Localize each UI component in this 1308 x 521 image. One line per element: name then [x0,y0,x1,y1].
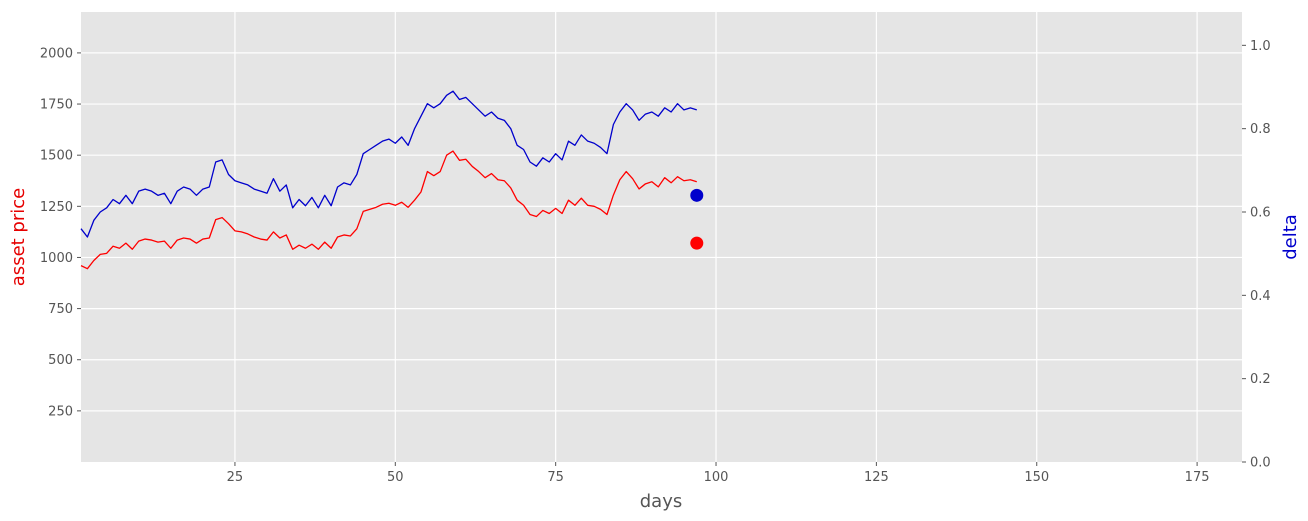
y-left-tick-label: 1500 [40,149,73,164]
y-left-tick-label: 500 [48,353,73,368]
plot-background [81,12,1242,462]
y-axis-left-ticks: 250 500 750 1000 1250 1500 1750 2000 [40,46,81,419]
delta-marker [690,188,704,202]
x-tick-label: 100 [704,470,729,485]
y-left-tick-label: 2000 [40,46,73,61]
y-axis-right-title: delta [1280,214,1301,260]
y-right-tick-label: 0.6 [1250,206,1271,221]
y-axis-right-ticks: 0.0 0.2 0.4 0.6 0.8 1.0 [1242,39,1271,471]
x-axis-ticks: 25 50 75 100 125 150 175 [227,462,1210,485]
x-tick-label: 50 [387,470,404,485]
x-tick-label: 150 [1024,470,1049,485]
y-right-tick-label: 0.8 [1250,122,1271,137]
x-tick-label: 125 [864,470,889,485]
y-left-tick-label: 250 [48,404,73,419]
y-axis-left-title: asset price [8,188,29,286]
y-left-tick-label: 1750 [40,98,73,113]
y-right-tick-label: 0.4 [1250,289,1271,304]
x-tick-label: 175 [1185,470,1210,485]
y-left-tick-label: 750 [48,302,73,317]
x-tick-label: 25 [227,470,244,485]
y-right-tick-label: 0.2 [1250,372,1271,387]
asset-price-marker [690,236,704,250]
y-left-tick-label: 1250 [40,200,73,215]
y-right-tick-label: 0.0 [1250,456,1271,471]
y-right-tick-label: 1.0 [1250,39,1271,54]
asset-price-line [80,150,697,270]
x-axis-title: days [640,491,683,512]
x-tick-label: 75 [547,470,564,485]
delta-line [80,90,697,238]
y-left-tick-label: 1000 [40,251,73,266]
series-layer [80,90,704,270]
grid-lines [81,12,1242,462]
